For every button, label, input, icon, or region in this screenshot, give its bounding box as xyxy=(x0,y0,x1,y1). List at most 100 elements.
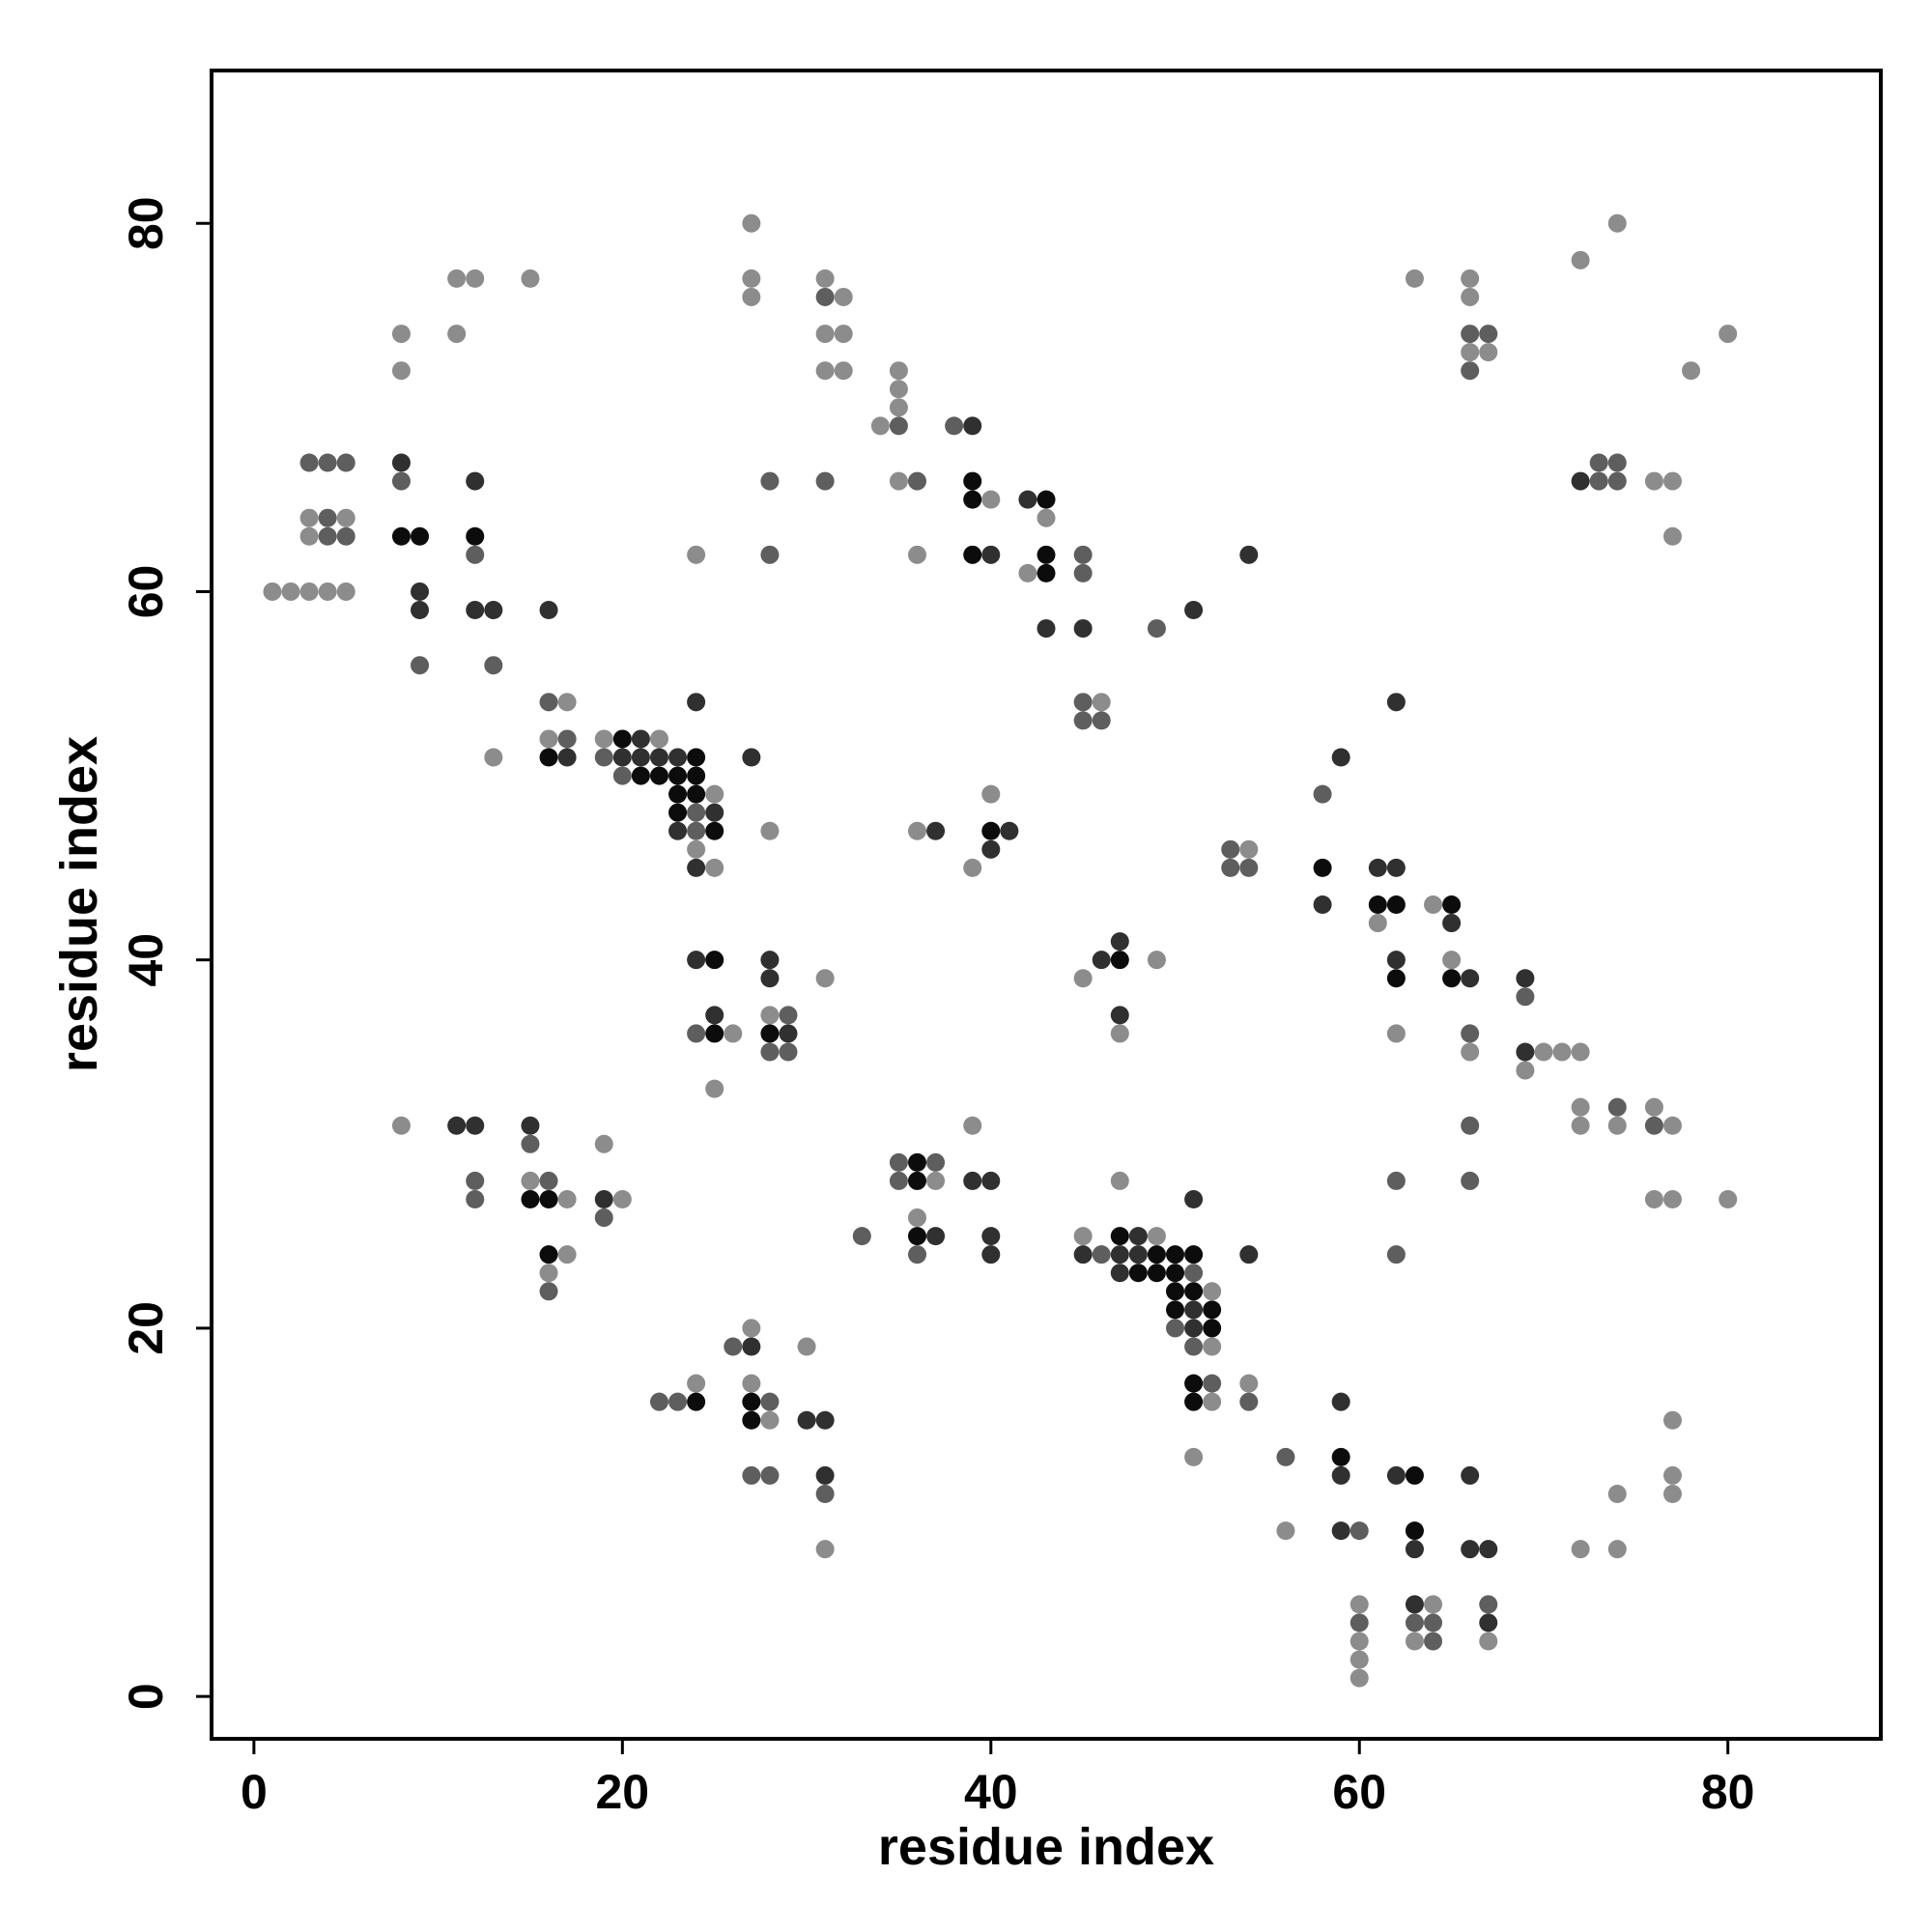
y-tick-label: 60 xyxy=(119,565,173,619)
point xyxy=(411,601,430,620)
point xyxy=(539,1245,558,1264)
point xyxy=(411,526,430,546)
point xyxy=(1479,343,1498,362)
point xyxy=(1350,1632,1369,1651)
point xyxy=(1368,914,1387,933)
point xyxy=(981,784,1001,804)
point xyxy=(742,1337,761,1356)
point xyxy=(1386,858,1406,877)
point xyxy=(557,748,577,767)
point xyxy=(687,951,706,970)
point xyxy=(815,361,835,381)
point xyxy=(1405,269,1424,288)
point xyxy=(1571,1116,1590,1135)
point xyxy=(1203,1319,1222,1338)
point xyxy=(1571,250,1590,270)
point xyxy=(1405,1521,1424,1541)
point xyxy=(1147,619,1166,639)
point xyxy=(1184,1392,1204,1411)
point xyxy=(1571,1540,1590,1559)
point xyxy=(668,1392,688,1411)
point xyxy=(1386,951,1406,970)
point xyxy=(1110,1171,1129,1190)
point xyxy=(1184,1319,1204,1338)
point xyxy=(687,784,706,804)
point xyxy=(1073,619,1093,639)
x-tick-label: 20 xyxy=(596,1765,650,1819)
point xyxy=(1479,1540,1498,1559)
point xyxy=(1184,1245,1204,1264)
point xyxy=(1092,951,1111,970)
point xyxy=(649,766,668,785)
point xyxy=(687,748,706,767)
point xyxy=(466,1189,485,1208)
point xyxy=(687,821,706,840)
point xyxy=(815,325,835,344)
point xyxy=(1662,526,1682,546)
point xyxy=(779,1006,798,1025)
point xyxy=(1386,1245,1406,1264)
point xyxy=(742,748,761,767)
point xyxy=(1607,1116,1627,1135)
point xyxy=(1147,951,1166,970)
point xyxy=(687,545,706,564)
point xyxy=(705,803,724,822)
point xyxy=(1128,1245,1148,1264)
point xyxy=(1018,490,1037,509)
point xyxy=(705,1006,724,1025)
point xyxy=(926,821,946,840)
point xyxy=(1147,1264,1166,1283)
point xyxy=(1386,693,1406,712)
point xyxy=(411,582,430,601)
point xyxy=(1166,1300,1185,1320)
point xyxy=(1221,839,1240,859)
point xyxy=(539,1282,558,1301)
point xyxy=(521,1171,540,1190)
point xyxy=(521,1189,540,1208)
point xyxy=(1479,1632,1498,1651)
point xyxy=(1239,839,1259,859)
point xyxy=(963,490,982,509)
point xyxy=(1442,969,1462,988)
point xyxy=(687,693,706,712)
point xyxy=(539,1264,558,1283)
point xyxy=(1184,1374,1204,1393)
point xyxy=(1110,951,1129,970)
y-tick-label: 40 xyxy=(119,933,173,987)
point xyxy=(391,325,411,344)
point xyxy=(742,1392,761,1411)
point xyxy=(391,526,411,546)
point xyxy=(1073,1227,1093,1246)
point xyxy=(649,729,668,749)
x-tick-label: 40 xyxy=(964,1765,1018,1819)
point xyxy=(1368,858,1387,877)
point xyxy=(1203,1282,1222,1301)
point xyxy=(1350,1595,1369,1614)
point xyxy=(742,213,761,233)
point xyxy=(539,1171,558,1190)
point xyxy=(1313,895,1332,914)
y-tick-label: 80 xyxy=(119,196,173,250)
point xyxy=(594,729,613,749)
point xyxy=(815,969,835,988)
point xyxy=(815,1410,835,1430)
point xyxy=(299,453,319,472)
point xyxy=(963,416,982,436)
point xyxy=(687,803,706,822)
point xyxy=(963,858,982,877)
point xyxy=(981,490,1001,509)
point xyxy=(612,729,632,749)
point xyxy=(447,325,467,344)
point xyxy=(1092,1245,1111,1264)
point xyxy=(649,748,668,767)
point xyxy=(815,269,835,288)
point xyxy=(1662,1410,1682,1430)
point xyxy=(1442,951,1462,970)
point xyxy=(1110,1024,1129,1043)
point xyxy=(779,1024,798,1043)
point xyxy=(907,1171,926,1190)
point xyxy=(1239,1392,1259,1411)
point xyxy=(760,1410,780,1430)
point xyxy=(1461,287,1480,306)
point xyxy=(668,748,688,767)
